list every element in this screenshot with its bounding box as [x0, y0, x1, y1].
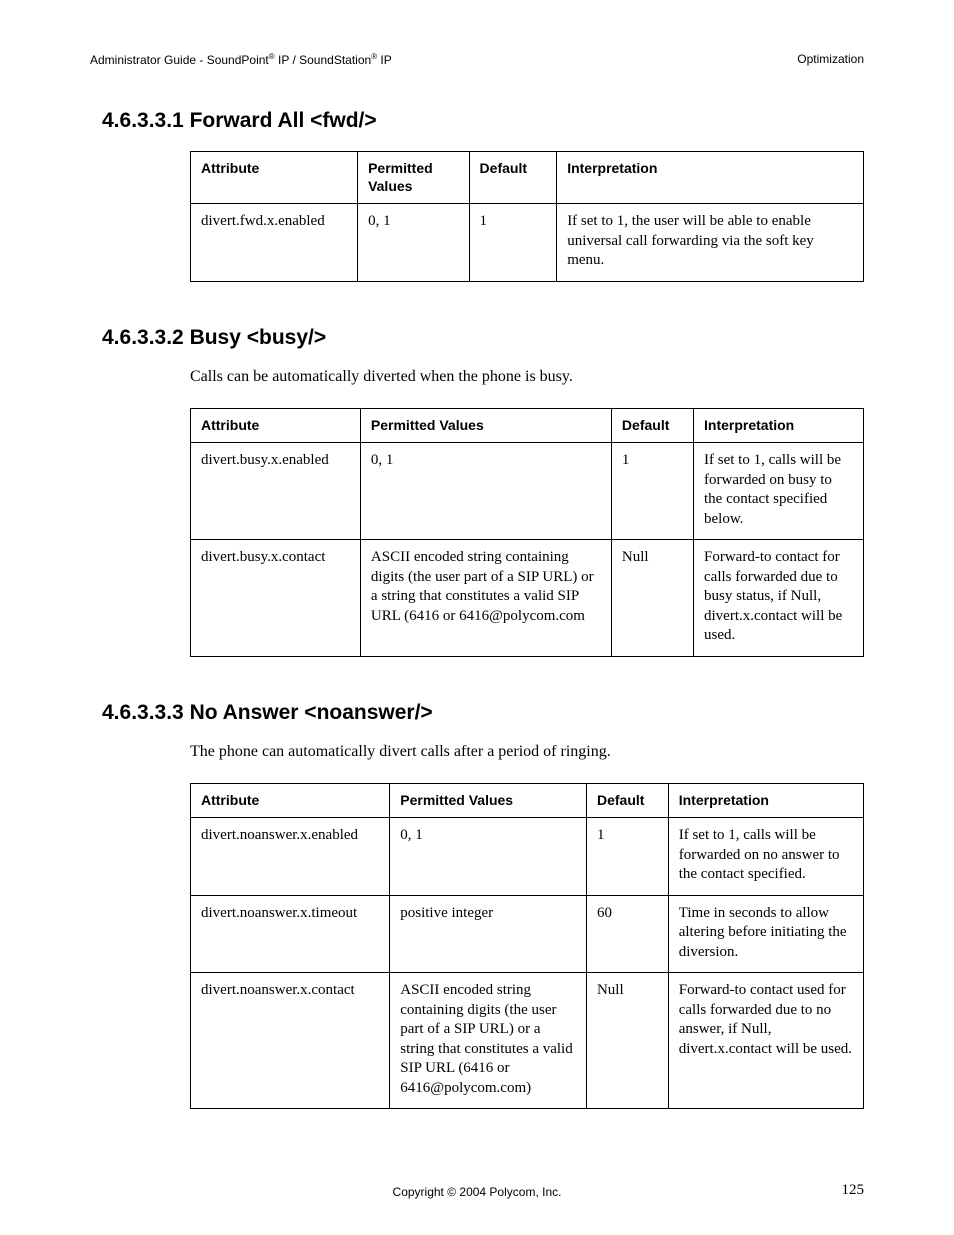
section-intro: Calls can be automatically diverted when…: [90, 368, 864, 386]
table-cell: 0, 1: [358, 204, 469, 282]
table-header-cell: Default: [611, 408, 693, 443]
header-left-mid: IP / SoundStation: [275, 53, 372, 67]
table-cell: divert.noanswer.x.contact: [191, 973, 390, 1109]
table-header-cell: Interpretation: [694, 408, 864, 443]
section-heading: 4.6.3.3.2 Busy <busy/>: [90, 326, 864, 350]
table-header-row: AttributePermitted ValuesDefaultInterpre…: [191, 783, 864, 818]
table-header-cell: Permitted Values: [358, 152, 469, 204]
table-row: divert.busy.x.enabled0, 11If set to 1, c…: [191, 443, 864, 540]
table-cell: If set to 1, calls will be forwarded on …: [668, 818, 863, 896]
table-row: divert.busy.x.contactASCII encoded strin…: [191, 540, 864, 657]
table-header-row: AttributePermitted ValuesDefaultInterpre…: [191, 152, 864, 204]
table-cell: divert.fwd.x.enabled: [191, 204, 358, 282]
table-header-cell: Interpretation: [557, 152, 864, 204]
table-header-cell: Default: [586, 783, 668, 818]
table-row: divert.noanswer.x.contactASCII encoded s…: [191, 973, 864, 1109]
table-header-cell: Permitted Values: [390, 783, 587, 818]
table-cell: ASCII encoded string containing digits (…: [360, 540, 611, 657]
table-cell: Forward-to contact used for calls forwar…: [668, 973, 863, 1109]
attribute-table: AttributePermitted ValuesDefaultInterpre…: [190, 783, 864, 1110]
table-cell: Null: [586, 973, 668, 1109]
table-header-cell: Interpretation: [668, 783, 863, 818]
header-left-prefix: Administrator Guide - SoundPoint: [90, 53, 269, 67]
page: Administrator Guide - SoundPoint® IP / S…: [0, 0, 954, 1235]
table-cell: divert.busy.x.contact: [191, 540, 361, 657]
table-cell: 60: [586, 895, 668, 973]
table-cell: Null: [611, 540, 693, 657]
table-header-cell: Attribute: [191, 783, 390, 818]
table-cell: 1: [611, 443, 693, 540]
table-cell: divert.busy.x.enabled: [191, 443, 361, 540]
table-header-cell: Permitted Values: [360, 408, 611, 443]
table-cell: 0, 1: [390, 818, 587, 896]
page-header: Administrator Guide - SoundPoint® IP / S…: [90, 52, 864, 67]
attribute-table: AttributePermitted ValuesDefaultInterpre…: [190, 151, 864, 282]
table-row: divert.noanswer.x.enabled0, 11If set to …: [191, 818, 864, 896]
attribute-table: AttributePermitted ValuesDefaultInterpre…: [190, 408, 864, 657]
table-cell: ASCII encoded string containing digits (…: [390, 973, 587, 1109]
table-cell: 1: [469, 204, 557, 282]
table-cell: positive integer: [390, 895, 587, 973]
table-cell: If set to 1, the user will be able to en…: [557, 204, 864, 282]
section-block: 4.6.3.3.1 Forward All <fwd/> AttributePer…: [90, 109, 864, 282]
section-intro: The phone can automatically divert calls…: [90, 743, 864, 761]
table-cell: Time in seconds to allow altering before…: [668, 895, 863, 973]
table-cell: divert.noanswer.x.timeout: [191, 895, 390, 973]
table-cell: If set to 1, calls will be forwarded on …: [694, 443, 864, 540]
table-row: divert.fwd.x.enabled0, 11If set to 1, th…: [191, 204, 864, 282]
footer-copyright: Copyright © 2004 Polycom, Inc.: [0, 1185, 954, 1199]
table-header-row: AttributePermitted ValuesDefaultInterpre…: [191, 408, 864, 443]
page-number: 125: [842, 1182, 865, 1199]
section-heading: 4.6.3.3.3 No Answer <noanswer/>: [90, 701, 864, 725]
section-block: 4.6.3.3.2 Busy <busy/> Calls can be autom…: [90, 326, 864, 657]
table-cell: divert.noanswer.x.enabled: [191, 818, 390, 896]
sections-container: 4.6.3.3.1 Forward All <fwd/>AttributePer…: [90, 109, 864, 1109]
table-cell: 0, 1: [360, 443, 611, 540]
section-heading: 4.6.3.3.1 Forward All <fwd/>: [90, 109, 864, 133]
table-cell: Forward-to contact for calls forwarded d…: [694, 540, 864, 657]
section-block: 4.6.3.3.3 No Answer <noanswer/> The phone…: [90, 701, 864, 1110]
table-header-cell: Attribute: [191, 152, 358, 204]
table-cell: 1: [586, 818, 668, 896]
table-header-cell: Default: [469, 152, 557, 204]
header-right: Optimization: [797, 52, 864, 67]
table-row: divert.noanswer.x.timeoutpositive intege…: [191, 895, 864, 973]
table-header-cell: Attribute: [191, 408, 361, 443]
header-left: Administrator Guide - SoundPoint® IP / S…: [90, 52, 392, 67]
header-left-suffix: IP: [377, 53, 392, 67]
